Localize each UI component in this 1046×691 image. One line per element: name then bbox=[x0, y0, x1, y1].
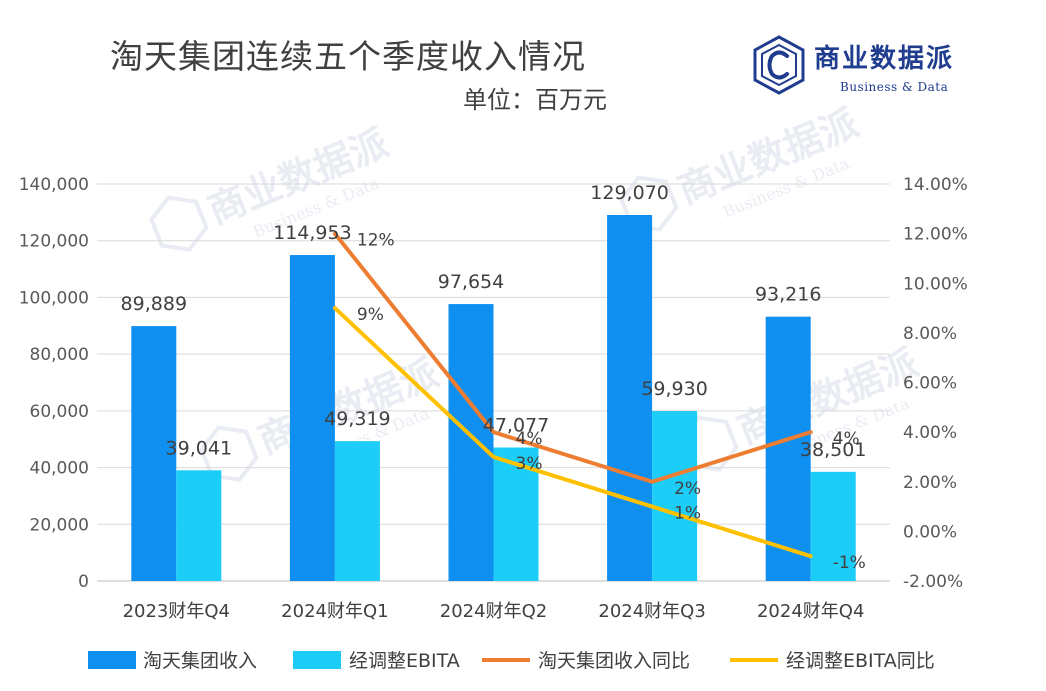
bar-data-label: 49,319 bbox=[324, 408, 390, 430]
bar-ebita bbox=[176, 470, 222, 581]
line-data-label: 9% bbox=[357, 305, 384, 325]
brand-subtitle: Business & Data bbox=[840, 80, 949, 94]
line-data-label: 4% bbox=[516, 429, 543, 449]
bar-data-label: 59,930 bbox=[641, 378, 707, 400]
line-data-label: 1% bbox=[674, 504, 701, 524]
right-axis-tick: 12.00% bbox=[903, 225, 968, 245]
bar-data-label: 39,041 bbox=[166, 437, 232, 459]
unit-label: 单位：百万元 bbox=[463, 86, 607, 114]
legend-swatch bbox=[293, 651, 341, 669]
brand-logo-icon bbox=[753, 35, 805, 95]
bar-ebita bbox=[652, 411, 698, 581]
bar-revenue bbox=[765, 316, 811, 581]
bar-ebita bbox=[334, 441, 380, 581]
line-data-label: 3% bbox=[516, 454, 543, 474]
left-axis-tick: 120,000 bbox=[19, 232, 89, 252]
category-label: 2024财年Q1 bbox=[281, 601, 388, 622]
data-label-layer: 89,889 114,953 97,654 129,070 93,216 39,041 49… bbox=[121, 182, 867, 573]
category-label: 2024财年Q3 bbox=[598, 601, 705, 622]
bar-revenue bbox=[289, 255, 335, 582]
line-data-label: 2% bbox=[674, 479, 701, 499]
brand-logo: 商业数据派 Business & Data bbox=[748, 34, 978, 100]
line-data-label: 12% bbox=[357, 231, 395, 251]
bar-ebita bbox=[810, 471, 856, 581]
legend-swatch bbox=[88, 651, 136, 669]
bar-data-label: 129,070 bbox=[590, 182, 669, 204]
right-axis-tick: -2.00% bbox=[903, 572, 963, 592]
category-label: 2023财年Q4 bbox=[123, 601, 230, 622]
line-data-label: -1% bbox=[833, 553, 866, 573]
bar-revenue bbox=[607, 214, 653, 581]
line-data-label: 4% bbox=[833, 429, 860, 449]
bar-data-label: 93,216 bbox=[755, 284, 821, 306]
right-axis-tick: 6.00% bbox=[903, 374, 957, 394]
bar-data-label: 114,953 bbox=[273, 222, 352, 244]
legend-label: 淘天集团收入同比 bbox=[538, 650, 690, 672]
chart-title: 淘天集团连续五个季度收入情况 bbox=[110, 37, 586, 76]
line-layer bbox=[332, 231, 813, 559]
bar-revenue bbox=[131, 326, 177, 581]
right-axis-tick: 2.00% bbox=[903, 473, 957, 493]
line-ebita-yoy bbox=[332, 306, 813, 559]
left-axis-tick: 20,000 bbox=[30, 515, 89, 535]
left-axis-tick: 100,000 bbox=[19, 288, 89, 308]
left-axis-tick: 140,000 bbox=[19, 175, 89, 195]
bar-data-label: 97,654 bbox=[438, 271, 504, 293]
bar-revenue bbox=[448, 304, 494, 581]
right-axis-tick: 8.00% bbox=[903, 324, 957, 344]
left-axis-tick: 0 bbox=[78, 572, 89, 592]
bar-data-label: 89,889 bbox=[121, 293, 187, 315]
category-label: 2024财年Q2 bbox=[440, 601, 547, 622]
legend-label: 经调整EBITA bbox=[349, 650, 460, 672]
category-label: 2024财年Q4 bbox=[757, 601, 864, 622]
right-axis-tick: 14.00% bbox=[903, 175, 968, 195]
right-axis-tick: 4.00% bbox=[903, 423, 957, 443]
left-axis-tick: 40,000 bbox=[30, 459, 89, 479]
brand-name: 商业数据派 bbox=[814, 44, 955, 74]
left-axis-tick: 80,000 bbox=[30, 345, 89, 365]
legend-label: 淘天集团收入 bbox=[143, 650, 257, 672]
line-revenue-yoy bbox=[332, 231, 813, 484]
legend: 淘天集团收入 经调整EBITA 淘天集团收入同比 经调整EBITA同比 bbox=[88, 650, 935, 672]
bar-layer bbox=[131, 214, 856, 582]
legend-label: 经调整EBITA同比 bbox=[786, 650, 935, 672]
right-axis-tick: 10.00% bbox=[903, 274, 968, 294]
axis-layer: 0 20,000 40,000 60,000 80,000 100,000 120,000 1… bbox=[19, 175, 968, 622]
right-axis-tick: 0.00% bbox=[903, 522, 957, 542]
bar-data-label: 38,501 bbox=[800, 439, 866, 461]
left-axis-tick: 60,000 bbox=[30, 402, 89, 422]
bar-data-label: 47,077 bbox=[483, 415, 549, 437]
watermark-logo-icon bbox=[149, 195, 209, 252]
